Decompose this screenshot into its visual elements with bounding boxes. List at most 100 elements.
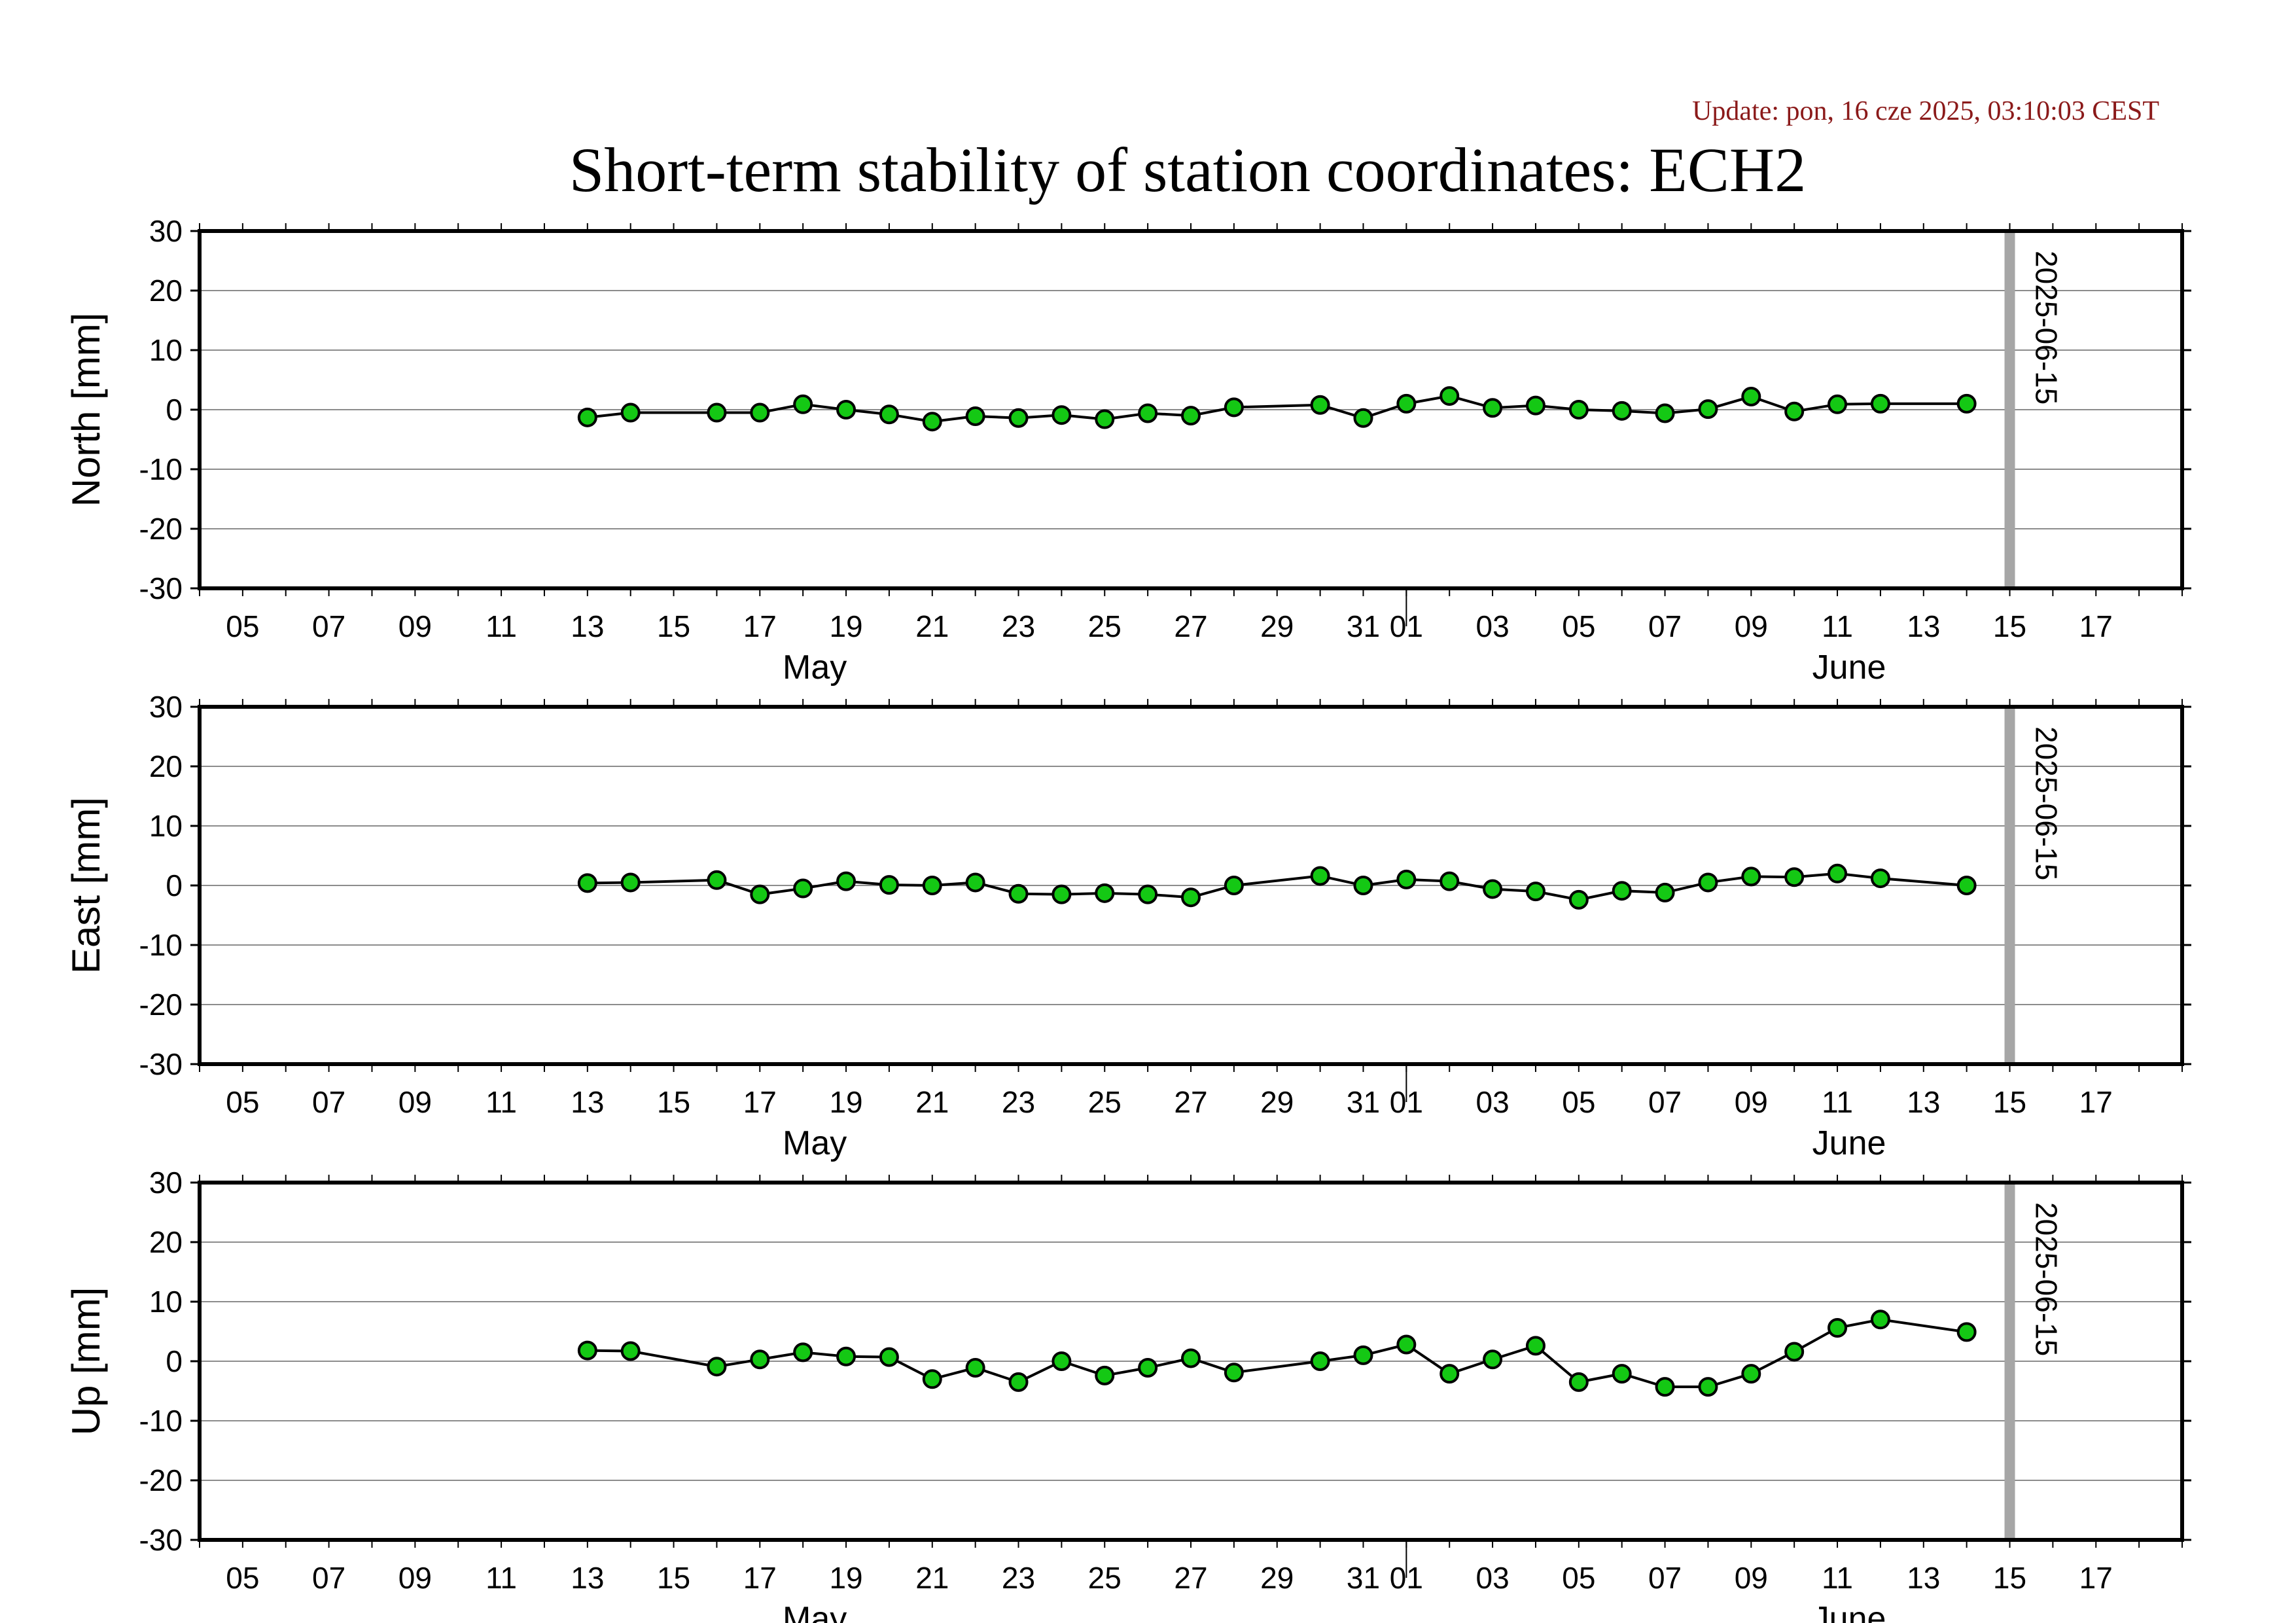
x-tick-label: 03 [1476, 609, 1510, 643]
data-point [793, 1342, 813, 1363]
data-point [1568, 1372, 1589, 1392]
data-point [1568, 400, 1589, 419]
data-point [1655, 403, 1675, 423]
data-point [1568, 889, 1589, 910]
data-point [1870, 868, 1890, 889]
data-point [1224, 876, 1244, 895]
data-point [1396, 393, 1417, 414]
x-tick-label: 11 [1822, 1561, 1853, 1595]
x-tick-label: 17 [2079, 1561, 2113, 1595]
x-tick-label: 15 [657, 1561, 690, 1595]
data-point [1008, 408, 1029, 428]
y-tick-label: 30 [149, 214, 183, 248]
y-tick-label: -10 [139, 452, 183, 486]
data-point [1008, 883, 1029, 904]
x-tick-label: 15 [1993, 1561, 2026, 1595]
data-point [1181, 406, 1201, 426]
x-tick-label: 05 [226, 1561, 259, 1595]
x-tick-label: 23 [1002, 609, 1035, 643]
x-tick-label: 09 [1735, 1085, 1768, 1119]
data-point [577, 1340, 597, 1361]
y-axis-label: East [mm] [64, 797, 108, 974]
y-tick-label: 20 [149, 274, 183, 308]
x-tick-label: 01 [1390, 609, 1423, 643]
data-point [1828, 1318, 1848, 1338]
data-point [577, 407, 597, 427]
data-point [922, 876, 942, 895]
data-point [836, 400, 857, 419]
x-tick-label: 19 [829, 609, 862, 643]
data-point [1784, 401, 1805, 421]
x-month-label: May [783, 649, 847, 687]
x-tick-label: 27 [1174, 609, 1207, 643]
x-tick-label: 01 [1390, 1085, 1423, 1119]
y-tick-label: 10 [149, 333, 183, 367]
x-tick-label: 11 [486, 1561, 517, 1595]
y-tick-label: 20 [149, 749, 183, 783]
date-marker-label: 2025-06-15 [2030, 1202, 2064, 1356]
data-point [1353, 408, 1373, 428]
y-tick-label: -20 [139, 1463, 183, 1497]
data-point [1698, 872, 1718, 893]
data-point [1396, 1334, 1417, 1355]
x-tick-label: 23 [1002, 1085, 1035, 1119]
x-tick-label: 07 [1648, 609, 1682, 643]
x-tick-label: 11 [1822, 1085, 1853, 1119]
data-point [1956, 393, 1977, 414]
x-tick-label: 17 [743, 1561, 777, 1595]
x-tick-label: 29 [1260, 1085, 1294, 1119]
data-point [1095, 1365, 1115, 1385]
data-point [1181, 887, 1201, 908]
y-tick-label: 10 [149, 809, 183, 843]
data-point [750, 402, 770, 423]
x-tick-label: 17 [2079, 609, 2113, 643]
data-point [1138, 884, 1158, 904]
data-point [1224, 397, 1244, 418]
data-point [879, 875, 899, 895]
data-point [1353, 876, 1373, 895]
x-tick-label: 25 [1088, 1085, 1122, 1119]
x-tick-label: 09 [1735, 1561, 1768, 1595]
chart-panel-east: 30 20 10 0 -10 -20 -30 East [mm] 05 07 09 11 13 15 17 1… [64, 690, 2191, 1162]
data-point [1439, 386, 1460, 406]
x-tick-label: 15 [1993, 609, 2026, 643]
data-point [1741, 1364, 1761, 1384]
data-point [1870, 1310, 1890, 1330]
x-tick-label: 31 [1347, 1085, 1380, 1119]
x-tick-label: 31 [1347, 609, 1380, 643]
x-tick-label: 13 [571, 1085, 604, 1119]
data-point [1525, 395, 1545, 416]
data-point [879, 1347, 899, 1367]
x-tick-label: 17 [743, 1085, 777, 1119]
data-point [1310, 866, 1330, 886]
data-point [1051, 1351, 1072, 1371]
plot-frame [198, 705, 2184, 1066]
data-point [750, 1349, 770, 1370]
x-tick-label: 25 [1088, 1561, 1122, 1595]
data-point [879, 404, 899, 425]
x-tick-label: 03 [1476, 1561, 1510, 1595]
x-month-label: May [783, 1124, 847, 1162]
x-tick-label: 29 [1260, 609, 1294, 643]
data-point [836, 871, 857, 891]
data-point [1095, 409, 1115, 429]
x-tick-label: 05 [226, 609, 259, 643]
data-point [1828, 863, 1848, 883]
data-point [1784, 1342, 1805, 1362]
x-tick-label: 27 [1174, 1085, 1207, 1119]
x-tick-label: 05 [226, 1085, 259, 1119]
date-marker-label: 2025-06-15 [2030, 251, 2064, 404]
x-tick-label: 13 [1907, 1561, 1940, 1595]
data-point [1612, 881, 1632, 901]
data-point [1525, 882, 1545, 902]
data-point [1439, 1364, 1460, 1384]
x-tick-label: 17 [2079, 1085, 2113, 1119]
data-point [1741, 866, 1761, 887]
data-point [1353, 1345, 1373, 1365]
x-tick-label: 01 [1390, 1561, 1423, 1595]
data-point [965, 406, 985, 427]
data-point [1956, 1322, 1977, 1342]
x-tick-label: 05 [1562, 1561, 1595, 1595]
data-point [1698, 399, 1718, 419]
data-point [1138, 1358, 1158, 1378]
